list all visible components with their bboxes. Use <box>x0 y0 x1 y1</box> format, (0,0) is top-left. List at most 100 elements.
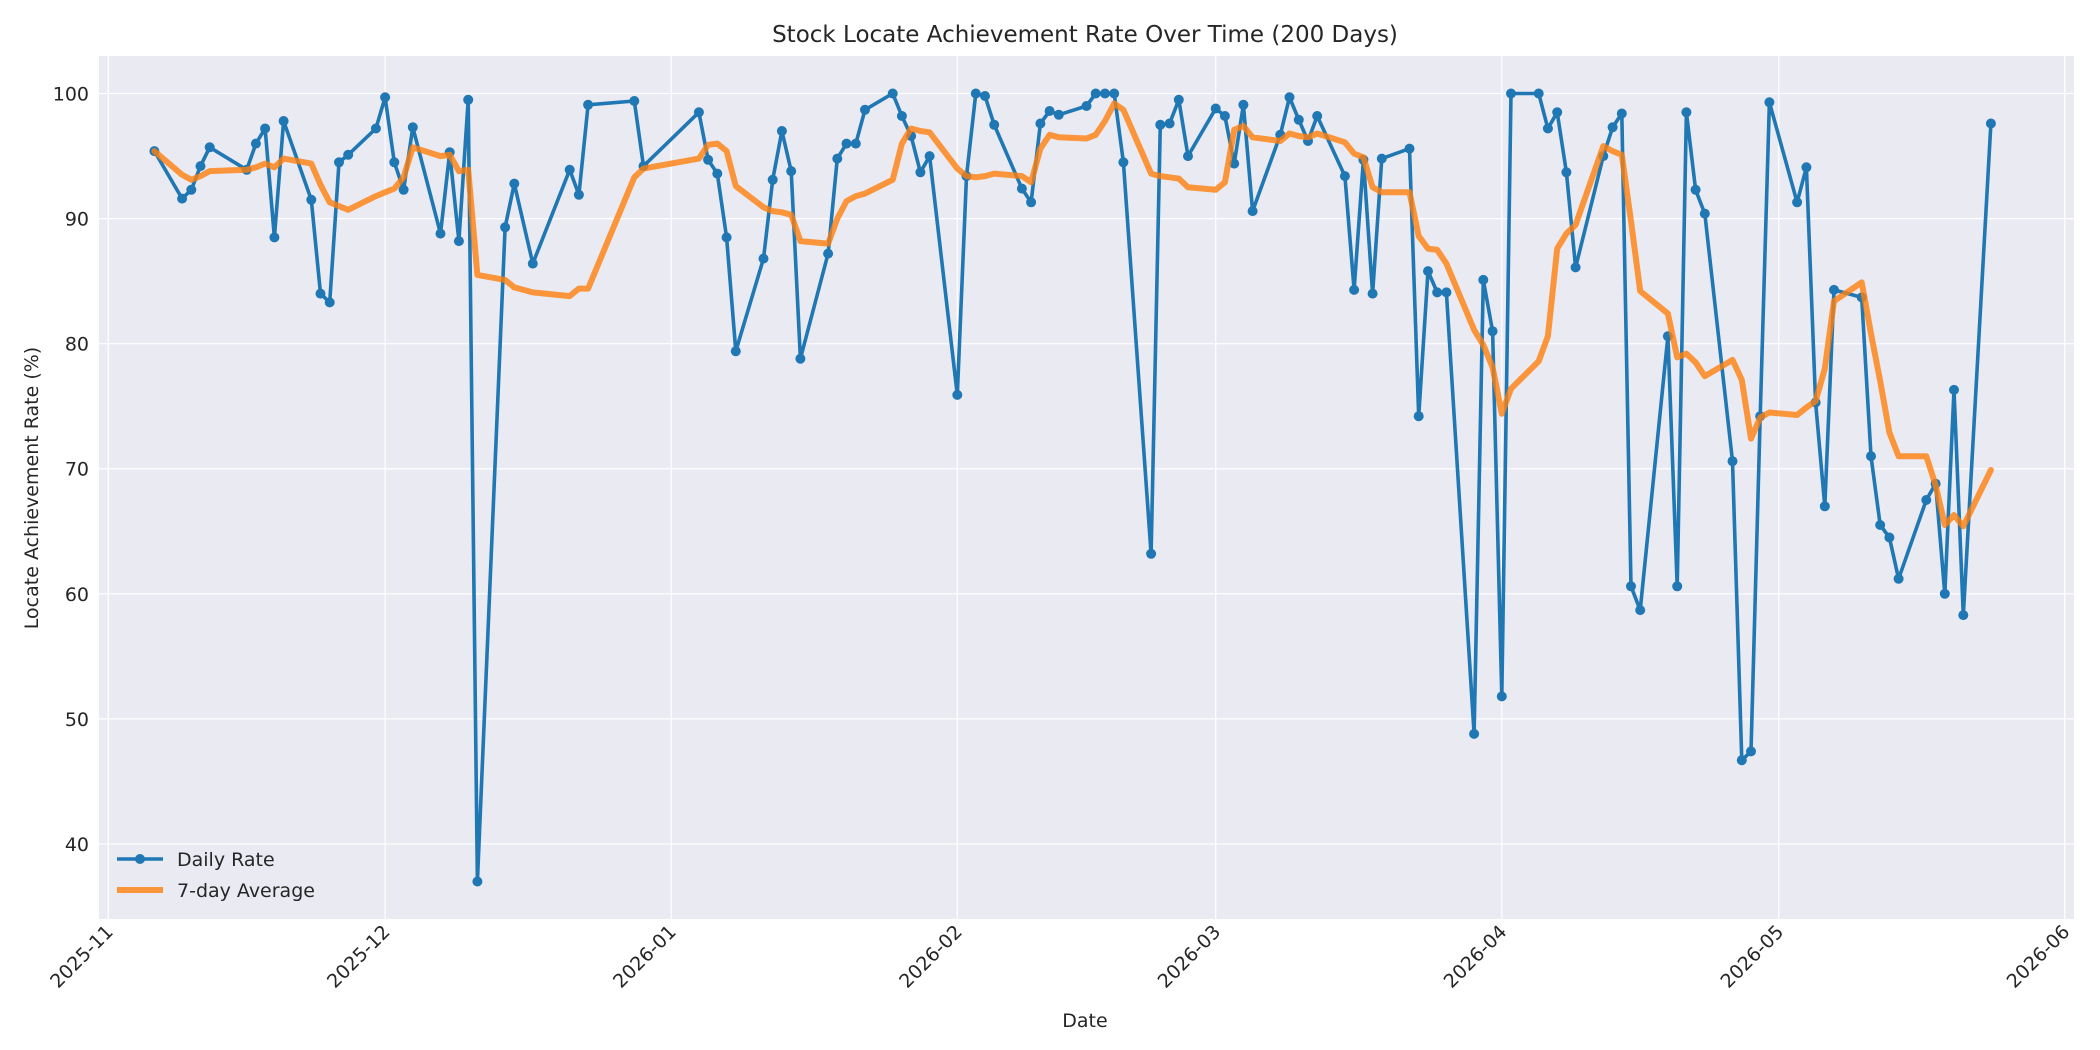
daily-rate-point <box>260 123 271 134</box>
x-tick-label: 2026-06 <box>2003 921 2075 993</box>
daily-rate-point <box>407 122 418 133</box>
y-axis-label: Locate Achievement Rate (%) <box>21 347 43 629</box>
daily-rate-point <box>795 353 806 364</box>
daily-rate-point <box>832 153 843 164</box>
daily-rate-point <box>1469 728 1480 739</box>
daily-rate-point <box>776 126 787 136</box>
daily-rate-point <box>370 123 381 134</box>
daily-rate-point <box>334 157 344 168</box>
daily-rate-point <box>1764 97 1775 108</box>
daily-rate-point <box>786 166 797 177</box>
series-layer <box>149 88 1996 887</box>
x-axis-label: Date <box>1062 1010 1107 1032</box>
daily-rate-point <box>1552 107 1563 118</box>
daily-rate-point <box>1367 288 1378 299</box>
daily-rate-point <box>1949 384 1959 395</box>
y-tick-label: 60 <box>65 584 89 606</box>
daily-rate-point <box>1118 157 1129 168</box>
daily-rate-point <box>195 161 206 172</box>
daily-rate-point <box>1100 88 1110 99</box>
daily-rate-point <box>1829 284 1839 295</box>
plot-area <box>99 56 2074 919</box>
y-tick-label: 90 <box>65 209 89 231</box>
daily-rate-point <box>1478 274 1489 285</box>
daily-rate-point <box>1210 103 1221 114</box>
daily-rate-point <box>924 151 935 162</box>
daily-rate-point <box>1635 605 1646 616</box>
daily-rate-point <box>1792 197 1803 208</box>
daily-rate-point <box>250 138 261 149</box>
daily-rate-point <box>1219 111 1230 121</box>
daily-rate-line <box>152 91 1993 884</box>
daily-rate-point <box>1016 183 1027 194</box>
daily-rate-point <box>1958 610 1969 621</box>
daily-rate-point <box>629 96 640 106</box>
legend: Daily Rate 7-day Average <box>117 849 315 902</box>
daily-rate-point <box>186 184 197 195</box>
x-tick-label: 2026-03 <box>1154 921 1226 993</box>
chart-title: Stock Locate Achievement Rate Over Time … <box>772 22 1398 48</box>
daily-rate-point <box>472 876 483 887</box>
daily-rate-point <box>1570 262 1581 273</box>
daily-rate-point <box>1247 206 1258 217</box>
daily-rate-point <box>1939 588 1950 599</box>
daily-rate-point <box>343 149 354 160</box>
daily-rate-point <box>730 346 741 357</box>
daily-rate-point <box>1339 171 1350 182</box>
daily-rate-point <box>1349 284 1360 295</box>
daily-rate-point <box>583 99 594 110</box>
daily-rate-point <box>1183 151 1193 162</box>
daily-rate-point <box>712 168 723 179</box>
legend-average-label: 7-day Average <box>177 880 315 902</box>
daily-rate-point <box>315 288 326 299</box>
daily-rate-point <box>278 116 289 126</box>
x-tick-label: 2026-02 <box>895 921 967 993</box>
daily-rate-point <box>527 258 538 269</box>
x-tick-label: 2026-04 <box>1440 921 1512 993</box>
seven-day-average-line <box>151 100 1994 530</box>
daily-rate-point <box>703 154 714 165</box>
x-tick-label: 2025-11 <box>46 921 118 993</box>
daily-rate-point <box>398 184 409 195</box>
daily-rate-point <box>380 92 391 103</box>
daily-rate-point <box>1432 287 1443 298</box>
daily-rate-point <box>1413 411 1424 422</box>
daily-rate-point <box>306 194 317 205</box>
daily-rate-point <box>1672 581 1683 592</box>
x-tick-label: 2025-12 <box>323 921 395 993</box>
daily-rate-point <box>1441 287 1452 298</box>
y-tick-label: 100 <box>53 84 89 106</box>
daily-rate-point <box>767 174 778 185</box>
daily-rate-point <box>1035 118 1046 129</box>
daily-rate-point <box>1081 101 1092 111</box>
daily-rate-point <box>269 232 280 243</box>
daily-rate-point <box>389 157 400 168</box>
daily-rate-point <box>758 253 769 264</box>
daily-rate-point <box>1423 266 1433 277</box>
daily-rate-point <box>1681 107 1692 118</box>
daily-rate-point <box>1053 109 1064 120</box>
daily-rate-point <box>1746 746 1756 757</box>
daily-rate-point <box>1542 123 1553 134</box>
daily-rate-point <box>1090 88 1101 99</box>
daily-rate-point <box>177 193 188 204</box>
grid-layer <box>99 56 2074 919</box>
x-tick-label: 2026-05 <box>1717 921 1789 993</box>
y-tick-label: 80 <box>65 334 89 356</box>
y-tick-label: 50 <box>65 709 89 731</box>
daily-rate-point <box>204 142 215 153</box>
daily-rate-point <box>980 91 990 101</box>
daily-rate-point <box>1155 119 1166 130</box>
daily-rate-point <box>896 111 907 121</box>
daily-rate-point <box>573 189 584 200</box>
daily-rate-point <box>324 297 335 308</box>
daily-rate-point <box>1506 88 1516 99</box>
daily-rate-point <box>1293 114 1304 125</box>
daily-rate-point <box>1819 501 1830 512</box>
daily-rate-point <box>1026 197 1037 208</box>
daily-rate-point <box>1866 451 1876 462</box>
daily-rate-point <box>1561 167 1572 178</box>
daily-rate-point <box>500 222 511 233</box>
daily-rate-point <box>1284 92 1295 103</box>
